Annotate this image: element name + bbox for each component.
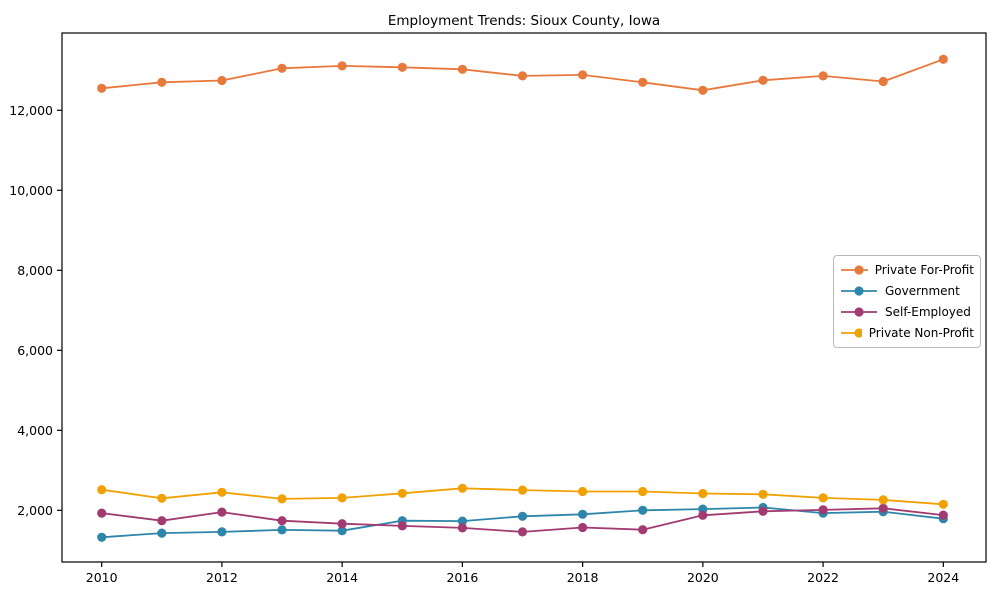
- data-point: [638, 77, 648, 87]
- data-point: [517, 71, 528, 81]
- x-tick-label: 2024: [927, 570, 959, 585]
- legend: Private For-Profit Government Self-Employe…: [833, 255, 981, 348]
- data-point: [578, 522, 588, 533]
- data-point: [277, 516, 287, 526]
- legend-marker-icon: [841, 286, 877, 296]
- data-point: [457, 523, 467, 533]
- x-tick-label: 2018: [567, 570, 599, 585]
- legend-item-label: Private For-Profit: [874, 263, 974, 278]
- data-point: [638, 525, 648, 535]
- legend-item: Private For-Profit: [840, 260, 974, 281]
- data-point: [277, 63, 287, 73]
- data-point: [217, 487, 227, 497]
- x-tick-label: 2022: [807, 570, 839, 585]
- data-point: [397, 488, 407, 498]
- data-point: [938, 510, 948, 520]
- data-point: [97, 83, 107, 93]
- y-tick-label: 8,000: [17, 263, 53, 278]
- data-point: [878, 76, 888, 87]
- legend-item-label: Private Non-Profit: [868, 325, 974, 340]
- y-tick-label: 12,000: [9, 103, 53, 118]
- data-point: [97, 485, 107, 495]
- data-point: [818, 505, 828, 515]
- data-point: [758, 506, 768, 516]
- data-point: [517, 485, 528, 495]
- data-point: [818, 71, 828, 81]
- data-point: [758, 75, 768, 85]
- legend-item-label: Self-Employed: [885, 304, 971, 319]
- data-point: [517, 527, 528, 537]
- data-point: [97, 508, 107, 518]
- data-point: [578, 486, 588, 497]
- chart-title: Employment Trends: Sioux County, Iowa: [387, 13, 661, 29]
- data-point: [397, 521, 407, 531]
- data-point: [698, 510, 708, 520]
- data-point: [638, 505, 648, 515]
- y-tick-label: 4,000: [17, 423, 53, 438]
- y-tick-label: 10,000: [9, 183, 53, 198]
- data-point: [337, 493, 347, 503]
- data-point: [217, 527, 227, 537]
- data-point: [337, 61, 347, 71]
- y-tick-label: 6,000: [17, 343, 53, 358]
- data-point: [397, 62, 407, 72]
- data-point: [457, 64, 467, 74]
- legend-item: Private Non-Profit: [840, 322, 974, 343]
- data-point: [878, 495, 888, 505]
- data-point: [938, 499, 948, 509]
- data-point: [578, 70, 588, 80]
- x-tick-label: 2010: [86, 570, 118, 585]
- data-point: [758, 489, 768, 499]
- data-point: [698, 488, 708, 499]
- data-point: [157, 493, 167, 503]
- data-point: [578, 509, 588, 519]
- data-point: [818, 493, 828, 503]
- y-tick-label: 2,000: [17, 503, 53, 518]
- data-point: [878, 503, 888, 513]
- data-point: [277, 494, 287, 504]
- data-point: [157, 528, 167, 538]
- legend-item: Government: [840, 281, 974, 302]
- data-point: [457, 516, 467, 526]
- legend-item: Self-Employed: [840, 302, 974, 323]
- data-point: [337, 526, 347, 536]
- x-tick-label: 2016: [446, 570, 478, 585]
- data-point: [698, 85, 708, 95]
- x-tick-label: 2020: [687, 570, 719, 585]
- data-point: [217, 507, 227, 517]
- legend-item-label: Government: [885, 284, 960, 299]
- data-point: [457, 483, 467, 493]
- x-tick-label: 2014: [326, 570, 358, 585]
- data-point: [638, 486, 648, 497]
- data-point: [97, 532, 107, 542]
- x-tick-label: 2012: [206, 570, 238, 585]
- data-point: [337, 519, 347, 529]
- data-point: [157, 516, 167, 526]
- plot-border: [61, 32, 987, 563]
- data-point: [938, 54, 948, 64]
- data-point: [157, 77, 167, 87]
- legend-marker-icon: [841, 307, 877, 317]
- legend-marker-icon: [841, 328, 862, 338]
- data-point: [517, 511, 528, 521]
- data-point: [277, 525, 287, 535]
- data-point: [217, 75, 227, 86]
- legend-marker-icon: [841, 265, 868, 275]
